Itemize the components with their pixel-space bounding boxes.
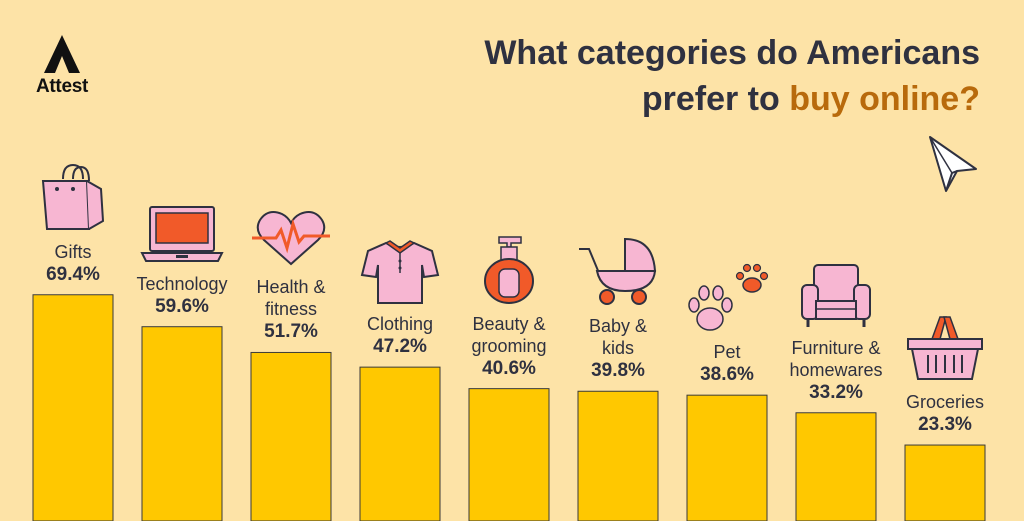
laptop-icon bbox=[140, 205, 224, 270]
bar-label-8: Groceries 23.3% bbox=[885, 391, 1005, 436]
category-label: Beauty & bbox=[472, 313, 546, 334]
title-line-2: prefer to buy online? bbox=[380, 76, 980, 122]
title-line-1: What categories do Americans bbox=[484, 34, 980, 72]
brand-logo: Attest bbox=[32, 34, 92, 98]
category-label: Groceries bbox=[905, 392, 985, 413]
brand-name: Attest bbox=[35, 76, 89, 97]
bar-label-0: Gifts 69.4% bbox=[13, 241, 133, 286]
category-label: kids bbox=[601, 338, 634, 359]
bar-6 bbox=[686, 394, 768, 521]
value-label: 40.6% bbox=[482, 357, 536, 379]
bar-4 bbox=[468, 388, 550, 521]
shirt-icon bbox=[360, 239, 440, 310]
shopping-bag-icon bbox=[41, 163, 105, 238]
category-label: Furniture & bbox=[791, 337, 881, 358]
bar-2 bbox=[250, 351, 332, 521]
value-label: 33.2% bbox=[809, 381, 863, 403]
bar-1 bbox=[141, 326, 223, 521]
value-label: 59.6% bbox=[155, 295, 209, 317]
category-label: Technology bbox=[136, 273, 228, 294]
category-label: Clothing bbox=[366, 314, 434, 335]
bar-label-3: Clothing 47.2% bbox=[340, 313, 460, 358]
category-label: fitness bbox=[264, 299, 318, 320]
category-label: Pet bbox=[713, 342, 741, 363]
bar-7 bbox=[795, 412, 877, 521]
category-label: Gifts bbox=[54, 241, 92, 262]
value-label: 69.4% bbox=[46, 263, 100, 285]
basket-icon bbox=[906, 313, 984, 388]
bar-label-6: Pet 38.6% bbox=[667, 341, 787, 386]
page-title: What categories do Americans prefer to b… bbox=[380, 30, 980, 122]
stroller-icon bbox=[577, 235, 659, 312]
category-label: Health & bbox=[256, 277, 326, 298]
value-label: 47.2% bbox=[373, 336, 427, 358]
cursor-arrow-icon bbox=[929, 136, 977, 192]
lotion-bottle-icon bbox=[481, 235, 537, 310]
armchair-icon bbox=[800, 263, 872, 334]
bar-3 bbox=[359, 366, 441, 521]
bar-8 bbox=[904, 444, 986, 521]
category-label: grooming bbox=[471, 335, 547, 356]
attest-logo-icon bbox=[44, 35, 80, 73]
paw-prints-icon bbox=[684, 261, 770, 338]
value-label: 38.6% bbox=[700, 364, 754, 386]
bar-label-1: Technology 59.6% bbox=[122, 273, 242, 318]
value-label: 23.3% bbox=[918, 414, 972, 436]
bar-label-5: Baby & kids 39.8% bbox=[558, 315, 678, 382]
bar-5 bbox=[577, 390, 659, 521]
title-line-2-plain: prefer to bbox=[641, 80, 790, 118]
heartbeat-icon bbox=[252, 208, 330, 273]
category-label: Baby & bbox=[588, 316, 648, 337]
value-label: 39.8% bbox=[591, 360, 645, 382]
bar-label-7: Furniture & homewares 33.2% bbox=[776, 337, 896, 404]
title-accent: buy online? bbox=[789, 80, 980, 118]
category-label: homewares bbox=[789, 359, 883, 380]
bar-label-2: Health & fitness 51.7% bbox=[231, 276, 351, 343]
bar-0 bbox=[32, 294, 114, 521]
value-label: 51.7% bbox=[264, 321, 318, 343]
bar-label-4: Beauty & grooming 40.6% bbox=[449, 313, 569, 380]
